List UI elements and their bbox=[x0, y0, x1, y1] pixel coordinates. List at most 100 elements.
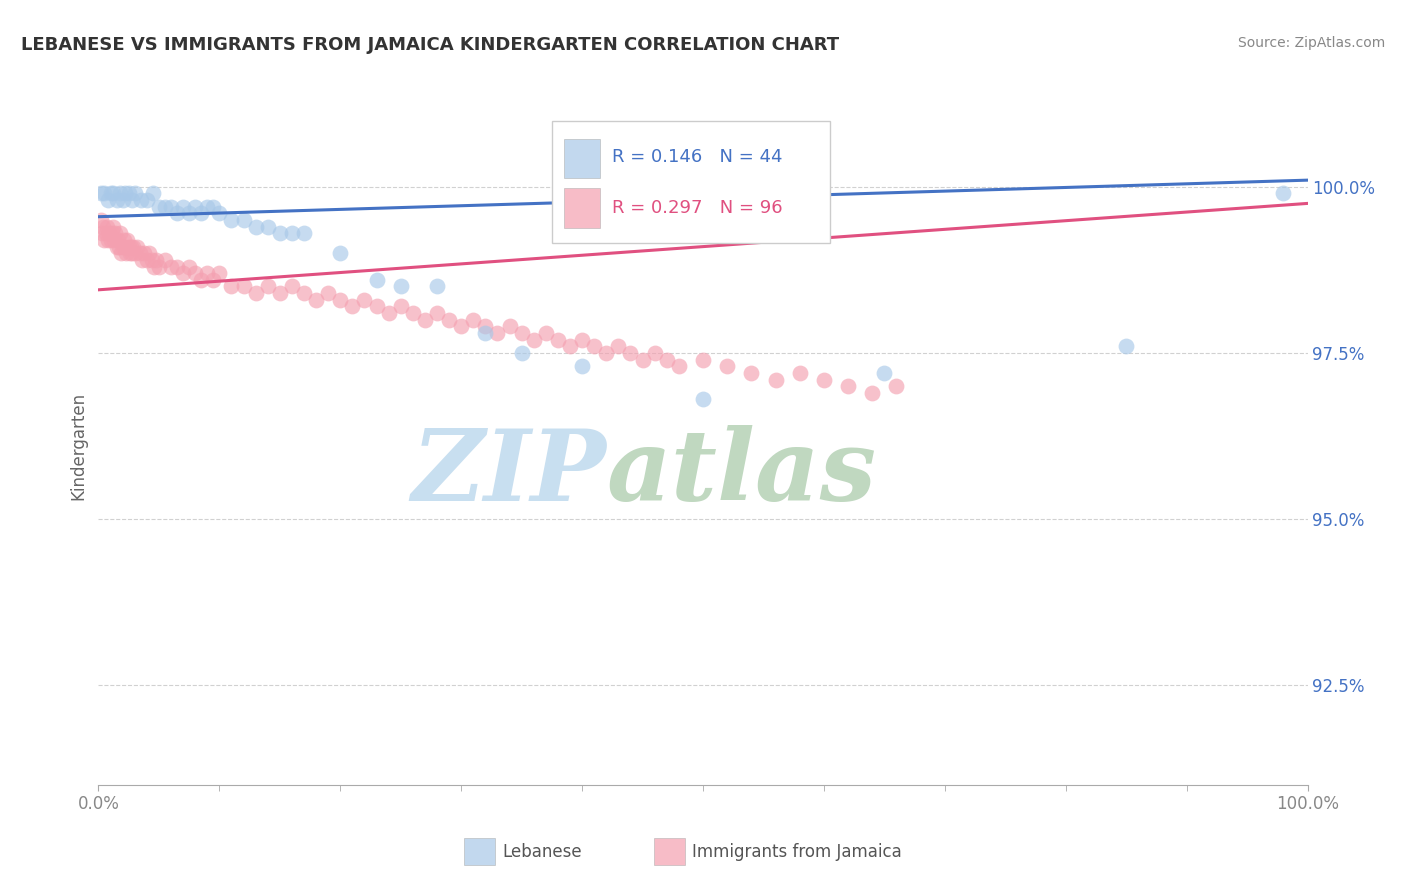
Point bbox=[128, 246, 150, 260]
Point bbox=[143, 260, 166, 274]
Point bbox=[571, 359, 593, 374]
Point bbox=[90, 213, 112, 227]
Point bbox=[90, 186, 112, 201]
Point bbox=[190, 273, 212, 287]
Point bbox=[281, 279, 304, 293]
Point bbox=[281, 227, 304, 241]
Point bbox=[789, 366, 811, 380]
Point bbox=[122, 239, 145, 253]
Point bbox=[571, 333, 593, 347]
Point bbox=[91, 227, 114, 241]
Point bbox=[256, 219, 278, 234]
Point bbox=[101, 186, 124, 201]
Point bbox=[873, 366, 896, 380]
Point bbox=[100, 186, 122, 201]
Point bbox=[886, 379, 908, 393]
Point bbox=[103, 233, 125, 247]
Point bbox=[607, 339, 630, 353]
Point bbox=[153, 252, 176, 267]
Point bbox=[160, 200, 183, 214]
Point bbox=[148, 260, 170, 274]
Point bbox=[195, 200, 218, 214]
Point bbox=[107, 233, 129, 247]
Point bbox=[644, 346, 666, 360]
Point bbox=[104, 227, 127, 241]
Point bbox=[292, 286, 315, 301]
Point bbox=[114, 239, 136, 253]
Point bbox=[202, 273, 225, 287]
Point bbox=[413, 312, 436, 326]
Point bbox=[118, 186, 141, 201]
Point bbox=[97, 193, 120, 207]
Point bbox=[463, 312, 485, 326]
Text: Immigrants from Jamaica: Immigrants from Jamaica bbox=[692, 843, 901, 861]
Point bbox=[221, 279, 243, 293]
Point bbox=[595, 346, 617, 360]
Point bbox=[245, 286, 267, 301]
Point bbox=[655, 352, 678, 367]
Point bbox=[692, 392, 714, 407]
Point bbox=[93, 186, 115, 201]
Point bbox=[534, 326, 557, 340]
Point bbox=[366, 273, 388, 287]
Point bbox=[129, 193, 152, 207]
Text: ZIP: ZIP bbox=[412, 425, 606, 521]
Point bbox=[765, 372, 787, 386]
Point bbox=[269, 286, 291, 301]
Point bbox=[111, 239, 134, 253]
Point bbox=[97, 233, 120, 247]
Point bbox=[108, 239, 131, 253]
Point bbox=[184, 266, 207, 280]
Point bbox=[179, 260, 201, 274]
Point bbox=[148, 200, 170, 214]
Point bbox=[172, 266, 194, 280]
Point bbox=[134, 246, 156, 260]
Point bbox=[558, 339, 581, 353]
Point bbox=[329, 293, 352, 307]
Point bbox=[127, 239, 149, 253]
Point bbox=[740, 366, 762, 380]
Point bbox=[523, 333, 546, 347]
Point bbox=[329, 246, 352, 260]
Text: R = 0.297   N = 96: R = 0.297 N = 96 bbox=[613, 199, 783, 217]
Point bbox=[110, 246, 132, 260]
Y-axis label: Kindergarten: Kindergarten bbox=[69, 392, 87, 500]
Point bbox=[366, 300, 388, 314]
Point bbox=[389, 279, 412, 293]
Point bbox=[120, 239, 142, 253]
Point bbox=[94, 227, 117, 241]
Point bbox=[138, 246, 160, 260]
Point bbox=[692, 352, 714, 367]
Point bbox=[716, 359, 738, 374]
Point bbox=[124, 186, 146, 201]
Point bbox=[115, 246, 138, 260]
Point bbox=[474, 319, 496, 334]
Point bbox=[547, 333, 569, 347]
Point bbox=[402, 306, 425, 320]
Point bbox=[377, 306, 399, 320]
Point bbox=[195, 266, 218, 280]
Point bbox=[208, 206, 231, 220]
Point bbox=[631, 352, 654, 367]
Point bbox=[135, 193, 157, 207]
Point bbox=[121, 246, 143, 260]
Point bbox=[118, 246, 141, 260]
Point bbox=[1115, 339, 1137, 353]
Point bbox=[202, 200, 225, 214]
Point bbox=[837, 379, 859, 393]
Point bbox=[96, 219, 118, 234]
Point bbox=[160, 260, 183, 274]
Point bbox=[114, 186, 136, 201]
Point bbox=[426, 306, 449, 320]
Point bbox=[142, 186, 165, 201]
Point bbox=[437, 312, 460, 326]
Point bbox=[389, 300, 412, 314]
Point bbox=[121, 193, 143, 207]
Point bbox=[117, 233, 139, 247]
Text: R = 0.146   N = 44: R = 0.146 N = 44 bbox=[613, 148, 783, 166]
Point bbox=[91, 219, 114, 234]
Point bbox=[256, 279, 278, 293]
Point bbox=[179, 206, 201, 220]
Point bbox=[135, 252, 157, 267]
Point bbox=[100, 233, 122, 247]
